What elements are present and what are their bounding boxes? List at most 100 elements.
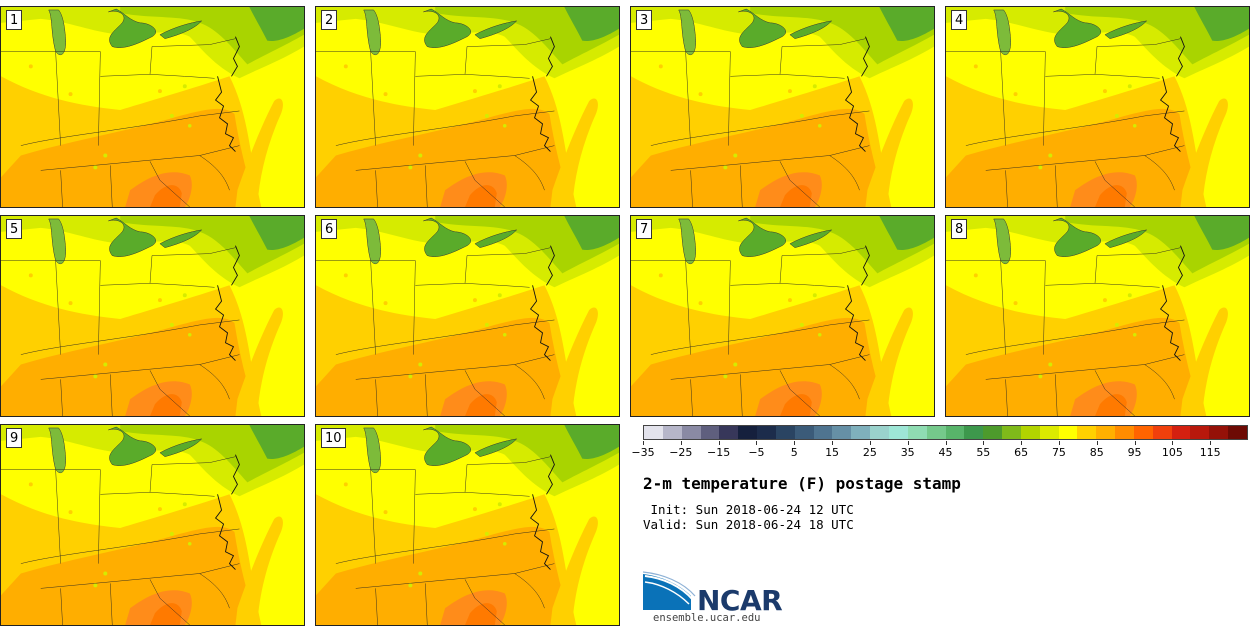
colorbar-swatch [1020,426,1040,439]
colorbar-swatch [794,426,814,439]
colorbar-swatch [1002,426,1021,439]
colorbar [643,425,1248,440]
temperature-map [1,7,304,207]
colorbar-swatch [945,426,965,439]
ensemble-member-map: 2 [315,6,620,208]
colorbar-tick [680,441,682,445]
ensemble-member-map: 9 [0,424,305,626]
colorbar-swatch [700,426,720,439]
member-label: 6 [321,219,338,239]
ensemble-member-map: 6 [315,215,620,417]
colorbar-swatch [738,426,758,439]
ensemble-member-map: 1 [0,6,305,208]
colorbar-swatch [888,426,908,439]
colorbar-tick [718,441,720,445]
colorbar-swatch [1228,426,1247,439]
temperature-map [316,425,619,625]
ncar-logo-text: NCAR [697,584,783,617]
colorbar-swatch [1058,426,1078,439]
colorbar-tick [1172,441,1174,445]
colorbar-swatch [1096,426,1116,439]
ncar-logo-icon [643,571,696,610]
colorbar-swatch [1209,426,1229,439]
colorbar-swatch [870,426,889,439]
colorbar-tick [983,441,985,445]
colorbar-tick [643,441,644,445]
colorbar-swatch [907,426,927,439]
colorbar-tick-label: 85 [1089,446,1104,459]
member-label: 9 [6,428,23,448]
colorbar-tick [907,441,909,445]
site-url: ensemble.ucar.edu [653,612,761,624]
member-label: 3 [636,10,653,30]
colorbar-tick-label: 75 [1051,446,1066,459]
temperature-map [316,216,619,416]
colorbar-swatch [757,426,776,439]
init-time: Init: Sun 2018-06-24 12 UTC [643,502,854,517]
colorbar-tick-label: 5 [790,446,798,459]
colorbar-tick [1096,441,1098,445]
ensemble-member-map: 5 [0,215,305,417]
colorbar-swatch [851,426,871,439]
colorbar-tick-label: −25 [669,446,693,459]
ensemble-member-map: 7 [630,215,935,417]
member-label: 5 [6,219,23,239]
member-label: 2 [321,10,338,30]
colorbar-tick-label: 35 [900,446,915,459]
temperature-map [316,7,619,207]
colorbar-tick [794,441,796,445]
colorbar-swatch [719,426,739,439]
colorbar-swatch [1152,426,1172,439]
colorbar-tick [1058,441,1060,445]
colorbar-swatch [964,426,984,439]
ensemble-member-map: 10 [315,424,620,626]
colorbar-tick [832,441,834,445]
temperature-map [946,216,1249,416]
colorbar-tick-label: 95 [1127,446,1142,459]
valid-time: Valid: Sun 2018-06-24 18 UTC [643,517,854,532]
colorbar-swatch [1039,426,1059,439]
member-label: 7 [636,219,653,239]
chart-title: 2-m temperature (F) postage stamp [643,474,961,493]
colorbar-tick-label: −35 [631,446,655,459]
colorbar-tick [1134,441,1136,445]
colorbar-tick-label: −15 [707,446,731,459]
colorbar-swatch [926,426,946,439]
colorbar-tick-label: 15 [825,446,840,459]
member-label: 10 [321,428,346,448]
colorbar-tick [756,441,758,445]
colorbar-tick-label: −5 [748,446,765,459]
colorbar-tick [1210,441,1212,445]
colorbar-swatch [832,426,852,439]
temperature-map [1,216,304,416]
colorbar-tick-label: 115 [1199,446,1221,459]
colorbar-tick-label: 25 [862,446,877,459]
ensemble-member-map: 8 [945,215,1250,417]
ensemble-member-map: 4 [945,6,1250,208]
temperature-map [1,425,304,625]
colorbar-swatch [813,426,833,439]
colorbar-tick-label: 105 [1161,446,1183,459]
colorbar-tick [869,441,871,445]
colorbar-swatch [1077,426,1097,439]
ensemble-member-map: 3 [630,6,935,208]
member-label: 1 [6,10,23,30]
colorbar-ticks: −35 −25 −15 −5 5 15 25 35 45 55 65 75 85 95 105 115 [631,441,1248,461]
colorbar-swatch [775,426,795,439]
temperature-map [631,216,934,416]
temperature-map [631,7,934,207]
member-label: 8 [951,219,968,239]
colorbar-swatch [1190,426,1210,439]
colorbar-swatch [681,426,701,439]
colorbar-swatch [1171,426,1191,439]
colorbar-tick-label: 65 [1014,446,1029,459]
colorbar-tick-label: 55 [976,446,991,459]
colorbar-swatch [983,426,1003,439]
colorbar-swatch [1115,426,1134,439]
colorbar-swatch [644,426,663,439]
colorbar-tick [1021,441,1023,445]
colorbar-tick-label: 45 [938,446,953,459]
member-label: 4 [951,10,968,30]
colorbar-swatch [1133,426,1153,439]
colorbar-tick [945,441,947,445]
